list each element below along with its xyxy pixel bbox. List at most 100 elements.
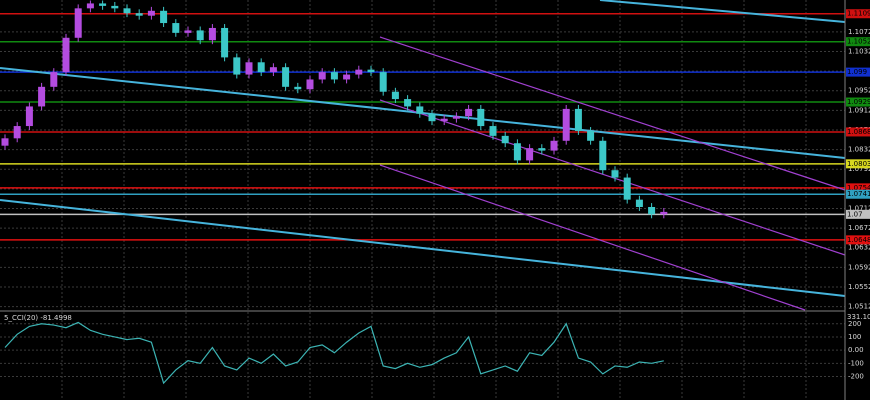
- candle-body: [635, 199, 643, 207]
- candle-body: [452, 116, 460, 119]
- y-tick-label: 1.0792: [848, 165, 870, 173]
- y-tick-label: 1.0632: [848, 244, 870, 252]
- candle-body: [526, 148, 534, 161]
- candle-body: [599, 140, 607, 171]
- level-label: 1.099: [847, 68, 867, 76]
- candle-body: [196, 30, 204, 41]
- candle-body: [477, 108, 485, 127]
- level-label: 1.0803: [847, 160, 870, 168]
- candle-body: [538, 148, 546, 151]
- candle-body: [233, 57, 241, 75]
- y-tick-label: 1.0832: [848, 146, 870, 154]
- level-label-box: [846, 37, 870, 47]
- candle-body: [501, 135, 509, 144]
- candle-body: [550, 140, 558, 151]
- candle-body: [74, 8, 82, 38]
- level-label: 1.0754: [847, 184, 870, 192]
- indicator-max-label: 331.1099: [847, 313, 870, 321]
- level-label-box: [846, 127, 870, 137]
- candle-body: [367, 69, 375, 73]
- candle-body: [294, 86, 302, 90]
- level-label-box: [846, 159, 870, 169]
- candle-body: [379, 72, 387, 92]
- channel-line: [379, 36, 846, 191]
- level-label: 1.0648: [847, 236, 870, 244]
- y-tick-label: 0.00: [848, 346, 864, 354]
- candle-body: [343, 74, 351, 80]
- y-tick-label: 1.0712: [848, 204, 870, 212]
- candle-body: [172, 23, 180, 33]
- candle-body: [428, 113, 436, 122]
- y-tick-label: 1.1072: [848, 28, 870, 36]
- level-label-box: [846, 235, 870, 245]
- y-tick-label: -100: [848, 359, 864, 367]
- y-tick-label: 100: [848, 333, 861, 341]
- candle-body: [660, 211, 668, 215]
- candle-body: [440, 118, 448, 122]
- level-label: 1.1052: [847, 38, 870, 46]
- y-tick-label: 1.0552: [848, 283, 870, 291]
- candle-body: [404, 99, 412, 107]
- y-tick-label: 1.0952: [848, 87, 870, 95]
- candle-body: [465, 108, 473, 117]
- y-tick-label: 1.0912: [848, 106, 870, 114]
- candle-body: [111, 5, 119, 9]
- level-label: 1.0741: [847, 190, 870, 198]
- candle-body: [282, 67, 290, 87]
- level-label-box: [846, 97, 870, 107]
- candle-body: [135, 13, 143, 16]
- candle-body: [123, 8, 131, 14]
- candle-body: [99, 3, 107, 6]
- channel-line: [379, 164, 806, 311]
- candle-body: [416, 106, 424, 114]
- candle-body: [1, 138, 9, 146]
- candle-body: [208, 27, 216, 41]
- level-label-box: [846, 209, 870, 219]
- level-label-box: [846, 67, 870, 77]
- candle-body: [489, 126, 497, 136]
- candle-body: [86, 3, 94, 9]
- candle-body: [221, 27, 229, 58]
- candle-body: [355, 69, 363, 75]
- candle-body: [62, 37, 70, 73]
- y-tick-label: 1.0592: [848, 263, 870, 271]
- candle-body: [38, 86, 46, 107]
- candle-body: [391, 91, 399, 100]
- candle-body: [587, 130, 595, 141]
- level-label: 1.07: [847, 210, 863, 218]
- candle-body: [245, 62, 253, 75]
- candle-body: [330, 72, 338, 80]
- candle-body: [50, 72, 58, 87]
- y-tick-label: 1.0672: [848, 224, 870, 232]
- candle-body: [160, 10, 168, 24]
- candle-body: [623, 177, 631, 200]
- candle-body: [318, 72, 326, 80]
- candle-body: [269, 67, 277, 73]
- trend-line: [0, 199, 846, 297]
- candle-body: [574, 108, 582, 131]
- indicator-title: 5_CCI(20) -81.4998: [4, 314, 72, 322]
- candle-body: [25, 106, 33, 127]
- level-label-box: [846, 189, 870, 199]
- cci-line: [4, 321, 664, 385]
- candle-body: [184, 30, 192, 33]
- candle-body: [648, 206, 656, 215]
- y-tick-label: 1.1032: [848, 48, 870, 56]
- level-label-box: [846, 183, 870, 193]
- y-tick-label: 200: [848, 320, 861, 328]
- candle-body: [147, 10, 155, 16]
- candle-body: [611, 170, 619, 178]
- candle-body: [257, 62, 265, 73]
- level-label: 1.1109: [847, 10, 870, 18]
- candle-body: [562, 108, 570, 141]
- level-label-box: [846, 9, 870, 19]
- level-label: 1.0929: [847, 98, 870, 106]
- candle-body: [13, 126, 21, 139]
- candle-body: [306, 79, 314, 90]
- trend-line: [599, 0, 846, 23]
- y-tick-label: -200: [848, 373, 864, 381]
- level-label: 1.0868: [847, 128, 870, 136]
- candle-body: [513, 143, 521, 161]
